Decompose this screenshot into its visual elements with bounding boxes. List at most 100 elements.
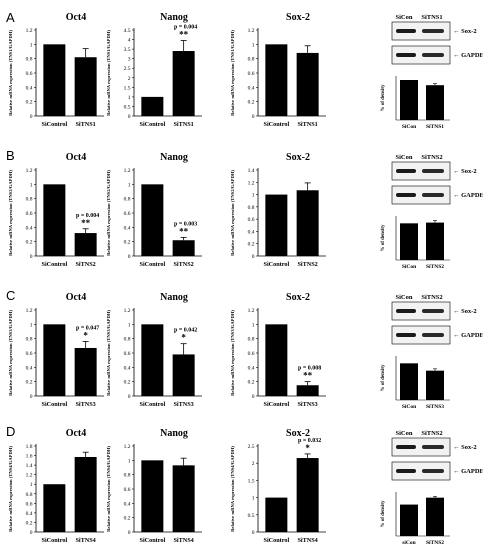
y-tick-label: 1.5 (124, 85, 131, 91)
x-tick-label: SiControl (140, 537, 166, 544)
blot-band (422, 445, 444, 449)
blot-box (391, 301, 451, 321)
y-tick-label: 0.8 (26, 492, 33, 498)
y-tick-label: 0.2 (248, 242, 255, 248)
blot-band (422, 29, 444, 33)
x-tick-label: SiTNS1 (173, 121, 193, 128)
blot-box (391, 325, 451, 345)
chart-title: Nanog (160, 152, 188, 163)
density-chart: % of density SiCon SiTNS3 (381, 356, 450, 410)
y-tick-label: 0 (30, 254, 33, 260)
y-axis-label: % of density (381, 500, 386, 527)
x-tick-label: SiTNS4 (75, 537, 95, 544)
chart-title: Sox-2 (286, 292, 310, 303)
y-tick-label: 0.8 (248, 57, 255, 63)
blot-band (396, 193, 416, 197)
bar-chart: Oct4 Relative mRNA expression (TNS3/GAPDH… (8, 292, 104, 408)
y-tick-label: 0.4 (248, 365, 255, 371)
x-tick-label: SiTNS1 (75, 121, 95, 128)
blot-band (422, 53, 444, 57)
y-axis-label: Relative mRNA expression (TNS3/GAPDH) (106, 310, 111, 396)
bar-chart: Nanog Relative mRNA expression (TNS1/GAPD… (106, 12, 202, 128)
y-tick-label: 1.2 (124, 308, 131, 314)
chart-title: Oct4 (66, 292, 87, 303)
p-value-label: p = 0.004 (174, 25, 197, 31)
y-tick-label: 1 (128, 322, 131, 328)
y-tick-label: 1.6 (26, 454, 33, 460)
chart-title: Nanog (160, 12, 188, 23)
bar-chart: Sox-2 Relative mRNA expression (TNS1/GAPD… (230, 12, 326, 128)
y-tick-label: 1.2 (26, 28, 33, 34)
p-value-label: p = 0.042 (174, 328, 197, 334)
blot-band (396, 169, 416, 173)
y-tick-label: 1.2 (248, 28, 255, 34)
bar-chart: Nanog Relative mRNA expression (TNS4/GAPD… (106, 428, 202, 544)
bar (74, 347, 97, 396)
y-tick-label: 0.4 (26, 225, 33, 231)
y-tick-label: 0.8 (26, 57, 33, 63)
panel-c: C Oct4 Relative mRNA expression (TNS3/GAPD… (6, 288, 483, 410)
bar (296, 52, 319, 116)
x-tick-label: SiCon (402, 124, 416, 130)
bar (43, 44, 66, 117)
p-value-label: p = 0.004 (76, 213, 99, 219)
y-tick-label: 1.2 (26, 308, 33, 314)
x-tick-label: SiTNS2 (426, 540, 444, 546)
blot-band-label: ← GAPDH (453, 192, 483, 199)
x-tick-label: SiControl (264, 537, 290, 544)
y-tick-label: 1 (128, 95, 131, 101)
y-tick-label: 0.6 (248, 351, 255, 357)
x-tick-label: siCon (402, 540, 415, 546)
y-tick-label: 0.8 (26, 337, 33, 343)
y-tick-label: 0.4 (124, 501, 131, 507)
y-tick-label: 0.2 (26, 380, 33, 386)
p-value-label: p = 0.047 (76, 326, 99, 332)
bar (400, 80, 418, 120)
y-tick-label: 0.6 (248, 71, 255, 77)
y-axis-label: Relative mRNA expression (TNS2/GAPDH) (8, 170, 13, 256)
bar (265, 497, 288, 532)
y-tick-label: 1 (30, 42, 33, 48)
significance-stars: ** (81, 218, 91, 228)
bar (426, 85, 444, 120)
y-tick-label: 1 (252, 42, 255, 48)
x-tick-label: SiControl (42, 401, 68, 408)
y-tick-label: 1 (252, 496, 255, 502)
y-tick-label: 0.4 (26, 85, 33, 91)
bar (426, 370, 444, 400)
blot-band (396, 53, 416, 57)
y-tick-label: 1.4 (26, 463, 33, 469)
bar (43, 484, 66, 532)
bar (296, 190, 319, 256)
y-tick-label: 1.8 (26, 444, 33, 450)
y-axis-label: Relative mRNA expression (TNS4/GAPDH) (106, 446, 111, 532)
chart-title: Sox-2 (286, 12, 310, 23)
blot-band-label: ← GAPDH (453, 468, 483, 475)
x-tick-label: SiControl (140, 401, 166, 408)
y-tick-label: 0.2 (26, 240, 33, 246)
y-tick-label: 1 (252, 322, 255, 328)
y-axis-label: Relative mRNA expression (TNS1/GAPDH) (106, 30, 111, 116)
y-tick-label: 4.5 (124, 28, 131, 34)
bar (141, 184, 164, 256)
y-tick-label: 0.8 (248, 337, 255, 343)
bar-chart: Nanog Relative mRNA expression (TNS2/GAPD… (106, 152, 202, 268)
bar-chart: Oct4 Relative mRNA expression (TNS2/GAPDH… (8, 152, 104, 268)
y-tick-label: 2 (128, 76, 131, 82)
density-chart: % of density SiCon SiTNS2 (381, 216, 450, 270)
panel-b: B Oct4 Relative mRNA expression (TNS2/GAPD… (6, 148, 483, 270)
x-tick-label: SiControl (264, 261, 290, 268)
y-tick-label: 0.8 (248, 205, 255, 211)
y-tick-label: 1.2 (248, 308, 255, 314)
bar (265, 194, 288, 256)
western-blot: SiCon SiTNS2 ← Sox-2 ← GAPDH (391, 294, 483, 345)
p-value-label: p = 0.032 (298, 438, 321, 444)
y-tick-label: 0 (128, 114, 131, 120)
blot-band (396, 445, 416, 449)
blot-band (422, 193, 444, 197)
significance-stars: ** (179, 30, 189, 40)
y-axis-label: % of density (381, 364, 386, 391)
y-tick-label: 1 (252, 193, 255, 199)
panel-a: A Oct4 Relative mRNA expression (TNS1/GAPD… (6, 10, 483, 130)
y-axis-label: % of density (381, 224, 386, 251)
